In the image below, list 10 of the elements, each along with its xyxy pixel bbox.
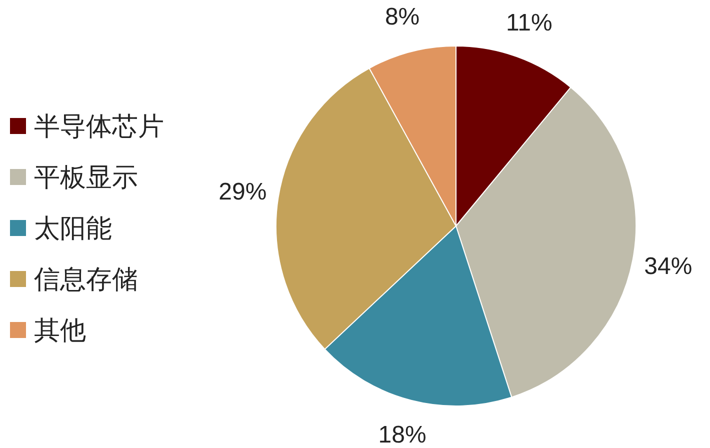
legend-label: 其他 [34,315,86,345]
legend-label: 平板显示 [34,162,138,192]
data-label: 34% [644,252,692,280]
data-label: 29% [218,178,267,206]
legend-label: 太阳能 [34,213,112,243]
legend-label: 信息存储 [34,264,138,294]
legend-label: 半导体芯片 [34,111,164,141]
data-label: 18% [378,422,426,448]
data-label: 11% [506,9,552,36]
data-label: 8% [384,3,420,30]
